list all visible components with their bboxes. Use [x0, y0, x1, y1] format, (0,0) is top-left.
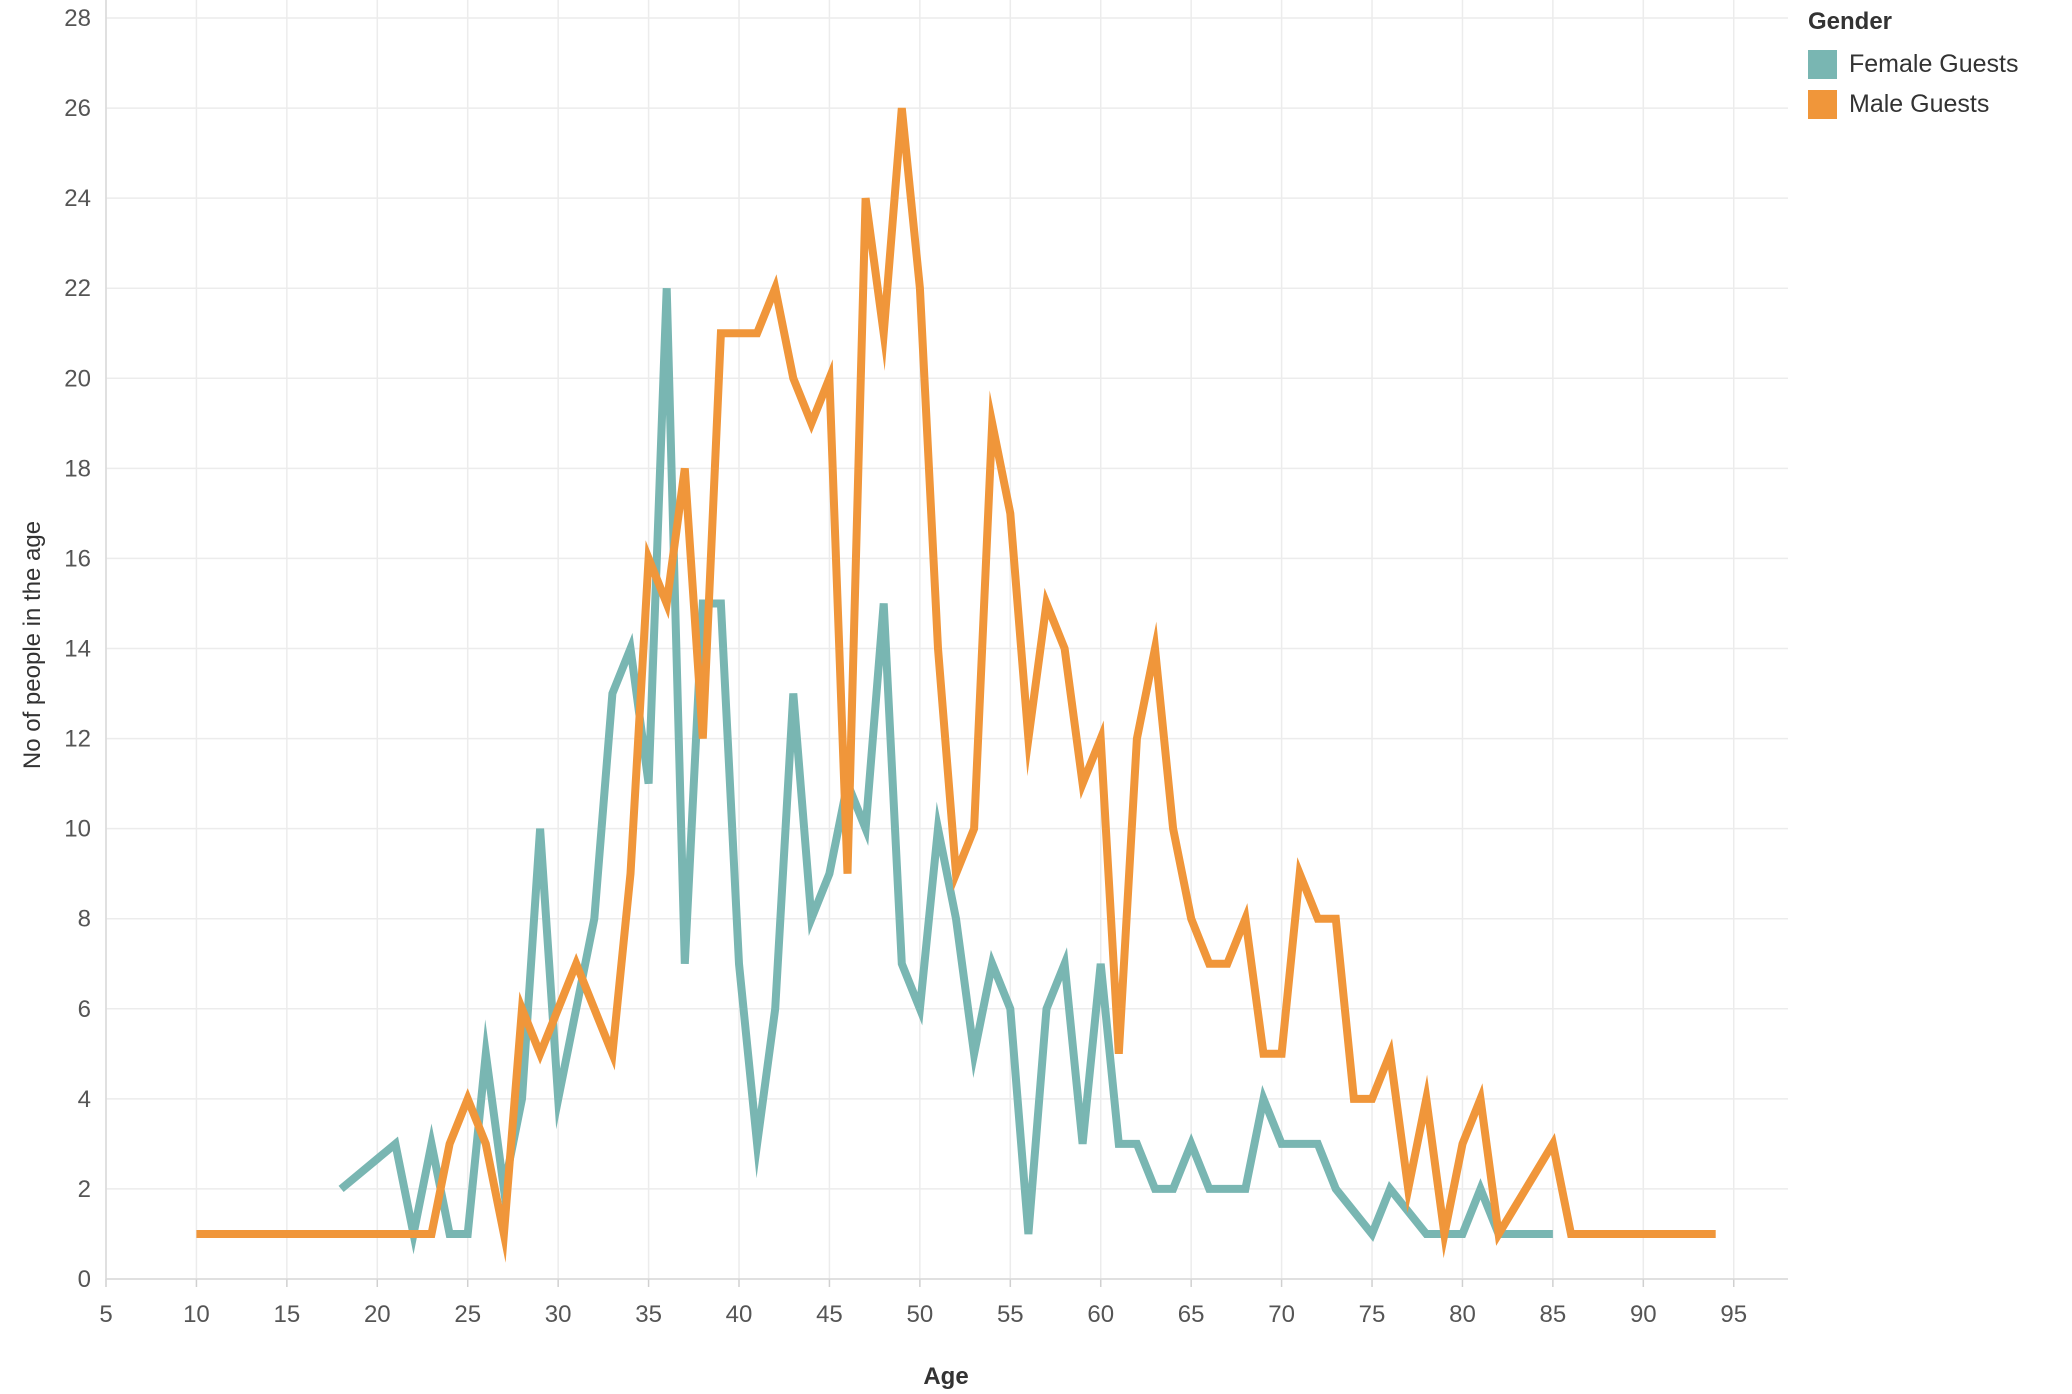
grid-lines — [105, 0, 1788, 1280]
x-tick-label: 80 — [1449, 1301, 1476, 1328]
y-tick-label: 24 — [64, 185, 91, 212]
y-tick-label: 6 — [78, 996, 91, 1023]
legend-item-female[interactable]: Female Guests — [1808, 44, 2019, 84]
x-tick-label: 10 — [183, 1301, 210, 1328]
legend-item-male[interactable]: Male Guests — [1808, 84, 2019, 124]
x-tick-label: 50 — [907, 1301, 934, 1328]
x-tick-label: 5 — [99, 1301, 112, 1328]
y-tick-label: 2 — [78, 1176, 91, 1203]
x-tick-label: 65 — [1178, 1301, 1205, 1328]
y-tick-label: 10 — [64, 816, 91, 843]
series-line-female[interactable] — [338, 288, 1553, 1255]
tick-labels: 5 10 15 20 25 30 35 40 45 50 55 60 65 70 75 80 85 90 95024… — [64, 5, 1747, 1328]
legend-swatch-male — [1808, 89, 1837, 119]
x-tick-label: 45 — [816, 1301, 843, 1328]
series-lines — [196, 107, 1716, 1263]
x-tick-label: 35 — [635, 1301, 662, 1328]
x-axis-title: Age — [923, 1363, 968, 1390]
legend-swatch-female — [1808, 49, 1837, 79]
y-tick-label: 0 — [78, 1266, 91, 1293]
legend: Gender Female Guests Male Guests — [1808, 8, 2019, 124]
x-tick-label: 25 — [454, 1301, 481, 1328]
y-tick-label: 20 — [64, 365, 91, 392]
y-tick-label: 18 — [64, 455, 91, 482]
y-tick-label: 28 — [64, 5, 91, 32]
y-tick-label: 16 — [64, 545, 91, 572]
y-axis-title: No of people in the age — [19, 521, 46, 769]
x-tick-label: 90 — [1630, 1301, 1657, 1328]
x-tick-label: 85 — [1540, 1301, 1567, 1328]
x-tick-label: 20 — [364, 1301, 391, 1328]
x-tick-label: 30 — [545, 1301, 572, 1328]
legend-label-male: Male Guests — [1849, 89, 1990, 118]
x-tick-label: 55 — [997, 1301, 1024, 1328]
legend-label-female: Female Guests — [1849, 49, 2019, 78]
y-tick-label: 14 — [64, 636, 91, 663]
y-tick-label: 8 — [78, 906, 91, 933]
x-tick-label: 15 — [274, 1301, 301, 1328]
y-tick-label: 22 — [64, 275, 91, 302]
x-tick-label: 95 — [1720, 1301, 1747, 1328]
x-tick-label: 70 — [1268, 1301, 1295, 1328]
y-tick-label: 26 — [64, 95, 91, 122]
x-tick-label: 40 — [726, 1301, 753, 1328]
x-tick-label: 60 — [1087, 1301, 1114, 1328]
axes — [105, 0, 1788, 1287]
series-line-male[interactable] — [196, 107, 1716, 1263]
y-tick-label: 12 — [64, 726, 91, 753]
x-tick-label: 75 — [1359, 1301, 1386, 1328]
y-tick-label: 4 — [78, 1086, 91, 1113]
legend-title: Gender — [1808, 8, 1893, 35]
